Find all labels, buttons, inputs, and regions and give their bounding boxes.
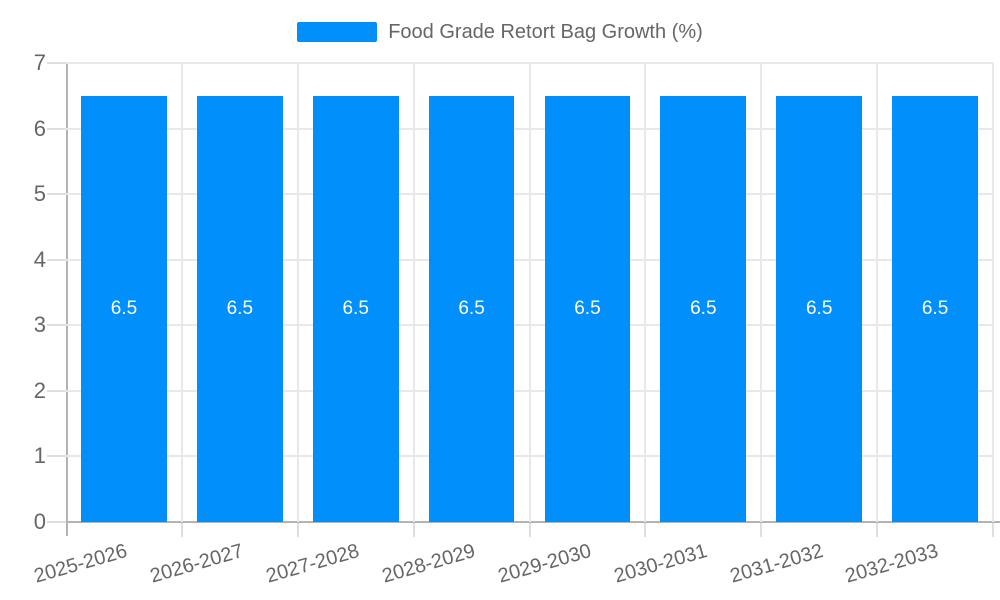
x-tick-mark [180, 523, 183, 537]
y-axis-line [66, 63, 68, 536]
bar-value-label: 6.5 [574, 297, 601, 319]
legend-item[interactable]: Food Grade Retort Bag Growth (%) [0, 20, 1000, 44]
y-axis-labels: 7 6 5 4 3 2 1 0 [0, 50, 46, 534]
plot-area: 6.5 6.5 6.5 6.5 6.5 [66, 62, 994, 522]
y-tick-mark [47, 258, 66, 261]
bar: 6.5 [892, 95, 978, 522]
x-tick-mark [644, 523, 647, 537]
x-axis-tick-label: 2029-2030 [495, 540, 594, 588]
bar: 6.5 [660, 95, 747, 522]
x-axis-tick-label: 2025-2026 [31, 540, 131, 588]
bar-cell: 6.5 [645, 63, 761, 522]
bar-value-label: 6.5 [690, 297, 717, 319]
y-tick-mark [47, 324, 66, 327]
gridline-vertical [992, 63, 994, 522]
gridline-vertical [296, 63, 299, 522]
x-axis-labels: 2025-2026 2026-2027 2027-2028 2028-2029 … [32, 530, 993, 600]
y-tick-mark [47, 193, 66, 196]
bar-cell: 6.5 [66, 63, 182, 522]
y-tick-mark [47, 389, 66, 392]
y-axis-tick-label: 7 [33, 50, 46, 75]
x-tick-mark [412, 523, 415, 537]
bars-layer: 6.5 6.5 6.5 6.5 6.5 [66, 63, 993, 522]
x-axis-tick-label: 2030-2031 [611, 540, 710, 588]
y-axis-tick-label: 4 [33, 246, 46, 272]
y-axis-tick-label: 0 [33, 509, 46, 534]
bar: 6.5 [776, 95, 863, 522]
y-tick-mark [47, 521, 66, 523]
legend-label: Food Grade Retort Bag Growth (%) [388, 21, 703, 43]
gridline-vertical [644, 63, 647, 522]
gridline-vertical [180, 63, 183, 522]
x-axis-tick-label: 2026-2027 [147, 540, 246, 588]
x-axis-tick-label: 2027-2028 [263, 540, 362, 588]
y-axis-tick-label: 3 [33, 312, 46, 338]
x-tick-mark [992, 523, 994, 537]
bar-value-label: 6.5 [805, 297, 833, 319]
x-axis-line [66, 521, 1000, 523]
x-axis-tick-label: 2032-2033 [843, 540, 942, 588]
y-tick-mark [47, 455, 66, 458]
gridline-vertical [412, 63, 415, 522]
x-tick-mark [528, 523, 531, 537]
y-tick-mark [47, 62, 66, 64]
y-axis-tick-label: 1 [33, 443, 46, 469]
y-axis-tick-label: 6 [33, 115, 46, 141]
bar-cell: 6.5 [182, 63, 298, 522]
legend-marker-swatch [297, 22, 378, 42]
y-axis-ticks [47, 62, 66, 523]
bar: 6.5 [544, 95, 631, 522]
bar-value-label: 6.5 [226, 297, 254, 319]
bar-value-label: 6.5 [458, 297, 485, 319]
bar-value-label: 6.5 [342, 297, 369, 319]
bar-value-label: 6.5 [921, 297, 949, 319]
x-tick-mark [296, 523, 299, 537]
x-tick-mark [760, 523, 763, 537]
bar-cell: 6.5 [761, 63, 877, 522]
bar-cell: 6.5 [414, 63, 530, 522]
y-tick-mark [47, 127, 66, 130]
y-axis-tick-label: 2 [33, 377, 46, 403]
bar-cell: 6.5 [530, 63, 646, 522]
gridline-vertical [876, 63, 879, 522]
bar: 6.5 [196, 95, 283, 522]
x-tick-mark [876, 523, 879, 537]
bar-cell: 6.5 [298, 63, 414, 522]
x-axis-tick-label: 2031-2032 [727, 540, 826, 588]
bar: 6.5 [428, 95, 515, 522]
bar: 6.5 [81, 95, 167, 522]
gridline-vertical [528, 63, 531, 522]
gridline-vertical [760, 63, 763, 522]
x-axis-ticks [66, 523, 994, 537]
bar-cell: 6.5 [877, 63, 993, 522]
x-axis-tick-label: 2028-2029 [379, 540, 478, 588]
y-axis-tick-label: 5 [33, 181, 46, 207]
bar: 6.5 [312, 95, 399, 522]
bar-value-label: 6.5 [110, 297, 138, 319]
